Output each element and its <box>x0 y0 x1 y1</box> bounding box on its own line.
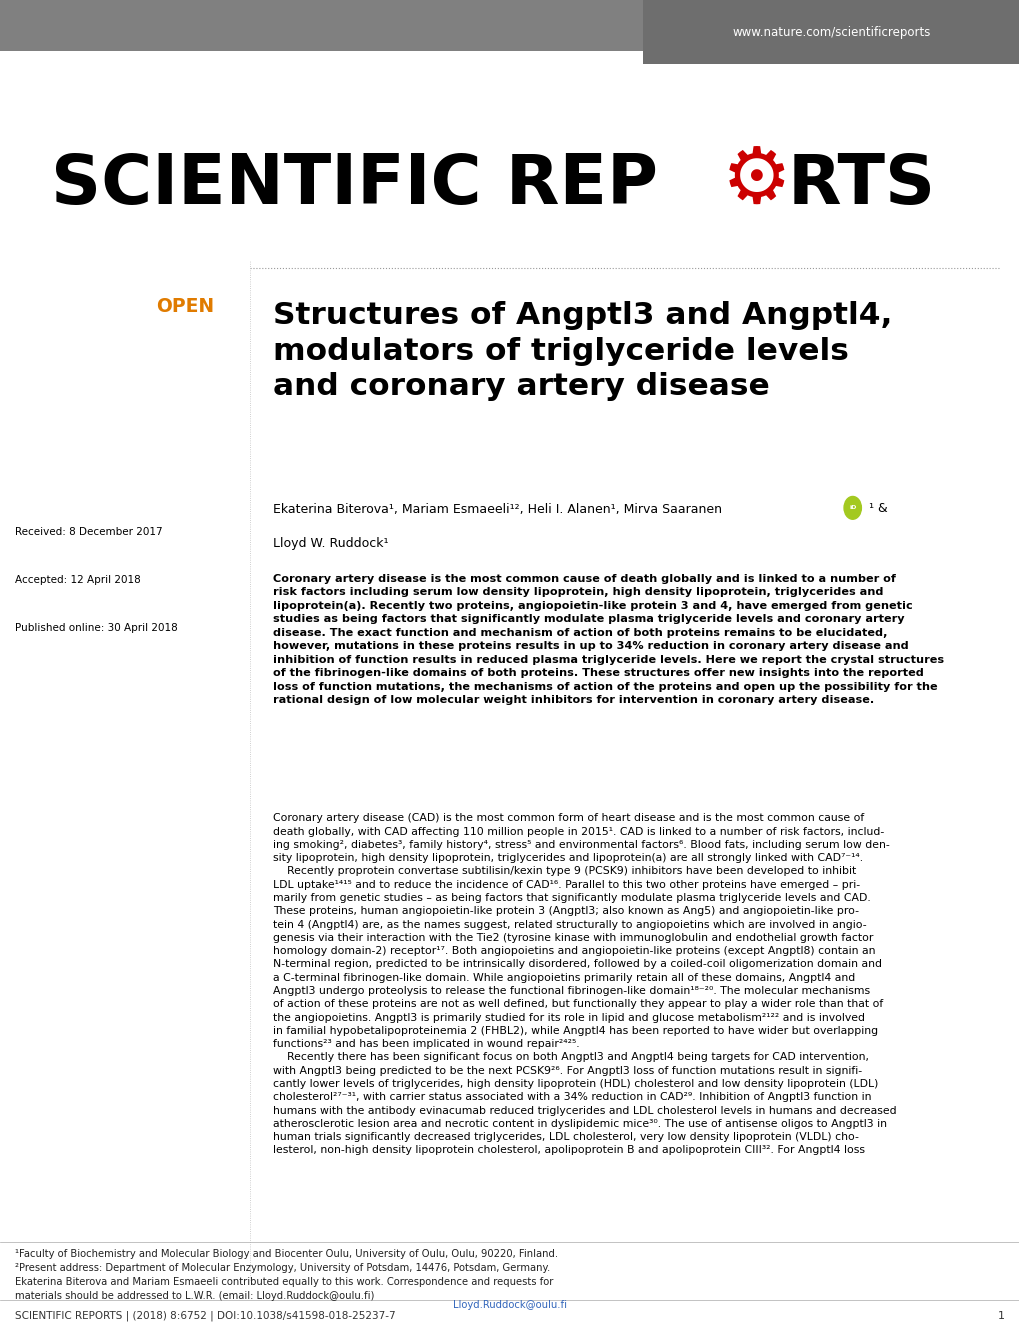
Text: Published online: 30 April 2018: Published online: 30 April 2018 <box>15 623 178 632</box>
Circle shape <box>844 497 860 519</box>
Bar <box>0 0 1019 51</box>
Text: Structures of Angptl3 and Angptl4,
modulators of triglyceride levels
and coronar: Structures of Angptl3 and Angptl4, modul… <box>273 302 892 402</box>
Text: ⚙: ⚙ <box>721 143 791 218</box>
Text: 1: 1 <box>997 1311 1004 1321</box>
Text: ¹Faculty of Biochemistry and Molecular Biology and Biocenter Oulu, University of: ¹Faculty of Biochemistry and Molecular B… <box>15 1249 557 1301</box>
Text: Received: 8 December 2017: Received: 8 December 2017 <box>15 527 163 536</box>
Text: Accepted: 12 April 2018: Accepted: 12 April 2018 <box>15 575 141 584</box>
Text: ¹ &: ¹ & <box>868 502 887 516</box>
Text: SCIENTIFIC REP: SCIENTIFIC REP <box>51 151 657 218</box>
Text: Ekaterina Biterova¹, Mariam Esmaeeli¹², Heli I. Alanen¹, Mirva Saaranen: Ekaterina Biterova¹, Mariam Esmaeeli¹², … <box>273 502 721 516</box>
Text: Lloyd W. Ruddock¹: Lloyd W. Ruddock¹ <box>273 537 388 551</box>
Text: Coronary artery disease is the most common cause of death globally and is linked: Coronary artery disease is the most comm… <box>273 574 944 705</box>
Text: RTS: RTS <box>787 151 934 218</box>
Bar <box>642 0 1019 64</box>
Text: www.nature.com/scientificreports: www.nature.com/scientificreports <box>732 25 929 39</box>
Text: Coronary artery disease (CAD) is the most common form of heart disease and is th: Coronary artery disease (CAD) is the mos… <box>273 813 896 1155</box>
Text: SCIENTIFIC REPORTS | (2018) 8:6752 | DOI:10.1038/s41598-018-25237-7: SCIENTIFIC REPORTS | (2018) 8:6752 | DOI… <box>15 1311 395 1321</box>
Text: OPEN: OPEN <box>157 297 214 316</box>
Text: iD: iD <box>848 505 856 511</box>
Text: Lloyd.Ruddock@oulu.fi: Lloyd.Ruddock@oulu.fi <box>452 1300 567 1309</box>
